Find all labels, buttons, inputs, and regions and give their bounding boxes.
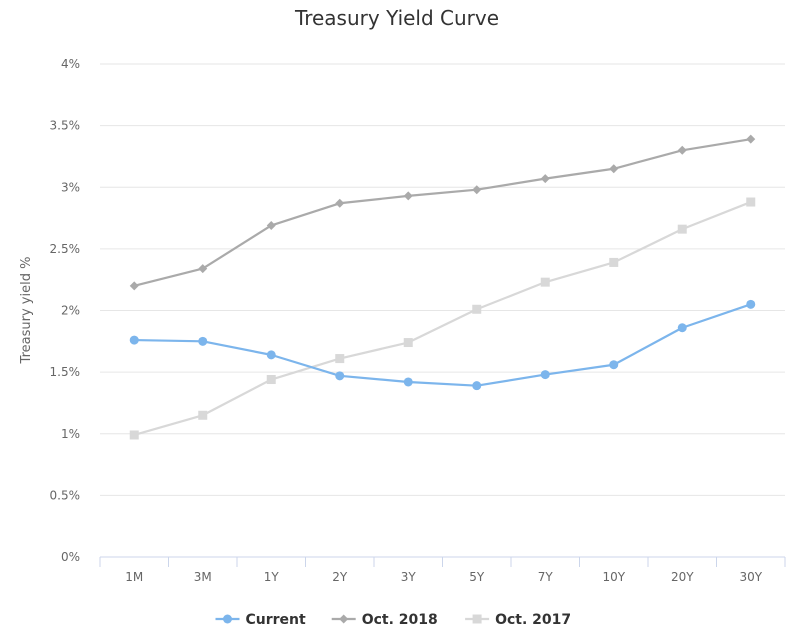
y-tick-label: 2.5% bbox=[50, 242, 81, 256]
data-point[interactable] bbox=[609, 164, 619, 174]
legend[interactable]: Current Oct. 2018 Oct. 2017 bbox=[215, 612, 572, 628]
y-axis-title: Treasury yield % bbox=[19, 257, 34, 365]
data-point[interactable] bbox=[198, 264, 208, 274]
data-point[interactable] bbox=[472, 185, 482, 195]
legend-label: Oct. 2018 bbox=[362, 612, 438, 628]
x-tick-label: 30Y bbox=[739, 570, 762, 584]
y-tick-label: 2% bbox=[61, 304, 80, 318]
legend-symbol[interactable] bbox=[223, 614, 232, 624]
data-point[interactable] bbox=[540, 277, 550, 287]
data-point[interactable] bbox=[129, 430, 139, 440]
data-point[interactable] bbox=[677, 224, 687, 234]
legend-symbol[interactable] bbox=[339, 614, 349, 624]
x-tick-label: 5Y bbox=[469, 570, 485, 584]
data-point[interactable] bbox=[746, 197, 756, 207]
x-tick-label: 7Y bbox=[538, 570, 554, 584]
data-point[interactable] bbox=[540, 174, 550, 184]
y-tick-label: 3.5% bbox=[50, 119, 81, 133]
gridlines bbox=[100, 63, 785, 496]
series-line bbox=[133, 200, 752, 437]
legend-item[interactable]: Oct. 2018 bbox=[331, 612, 438, 628]
series-line bbox=[133, 138, 752, 287]
series-group bbox=[129, 134, 756, 440]
x-tick-label: 3M bbox=[194, 570, 212, 584]
data-point[interactable] bbox=[403, 377, 413, 387]
x-tick-label: 1M bbox=[125, 570, 143, 584]
series-oct-2018 bbox=[129, 134, 756, 291]
y-tick-label: 4% bbox=[61, 57, 80, 71]
x-tick-label: 10Y bbox=[602, 570, 625, 584]
data-point[interactable] bbox=[129, 335, 139, 345]
data-point[interactable] bbox=[472, 381, 482, 391]
data-point[interactable] bbox=[403, 191, 413, 201]
data-point[interactable] bbox=[266, 375, 276, 385]
data-point[interactable] bbox=[609, 257, 619, 267]
data-point[interactable] bbox=[198, 336, 208, 346]
x-tick-label: 1Y bbox=[264, 570, 280, 584]
data-point[interactable] bbox=[746, 134, 756, 144]
legend-label: Current bbox=[246, 612, 307, 628]
data-point[interactable] bbox=[403, 338, 413, 348]
x-axis: 1M 3M 1Y 2Y 3Y 5Y 7Y 10Y 20Y 30Y bbox=[99, 556, 786, 584]
y-tick-label: 1% bbox=[61, 427, 80, 441]
data-point[interactable] bbox=[266, 220, 276, 230]
y-tick-label: 0% bbox=[61, 550, 80, 564]
data-point[interactable] bbox=[129, 281, 139, 291]
data-point[interactable] bbox=[677, 323, 687, 333]
data-point[interactable] bbox=[472, 304, 482, 314]
data-point[interactable] bbox=[266, 350, 276, 360]
data-point[interactable] bbox=[198, 410, 208, 420]
x-tick-label: 2Y bbox=[332, 570, 348, 584]
y-tick-label: 1.5% bbox=[50, 365, 81, 379]
data-point[interactable] bbox=[335, 371, 345, 381]
x-tick-label: 20Y bbox=[671, 570, 694, 584]
series-current bbox=[129, 299, 756, 391]
legend-item[interactable]: Oct. 2017 bbox=[465, 612, 571, 628]
x-tick-label: 3Y bbox=[401, 570, 417, 584]
legend-label: Oct. 2017 bbox=[495, 612, 571, 628]
data-point[interactable] bbox=[677, 145, 687, 155]
y-axis: 0% 0.5% 1% 1.5% 2% 2.5% 3% 3.5% 4% bbox=[50, 57, 81, 564]
legend-item[interactable]: Current bbox=[215, 612, 307, 628]
data-point[interactable] bbox=[335, 198, 345, 208]
series-line bbox=[133, 303, 752, 387]
y-tick-label: 0.5% bbox=[50, 488, 81, 502]
data-point[interactable] bbox=[609, 360, 619, 370]
chart-title: Treasury Yield Curve bbox=[294, 6, 499, 30]
data-point[interactable] bbox=[335, 354, 345, 364]
series-oct-2017 bbox=[129, 197, 756, 440]
legend-symbol[interactable] bbox=[472, 614, 482, 624]
y-tick-label: 3% bbox=[61, 180, 80, 194]
data-point[interactable] bbox=[540, 370, 550, 380]
data-point[interactable] bbox=[746, 299, 756, 309]
